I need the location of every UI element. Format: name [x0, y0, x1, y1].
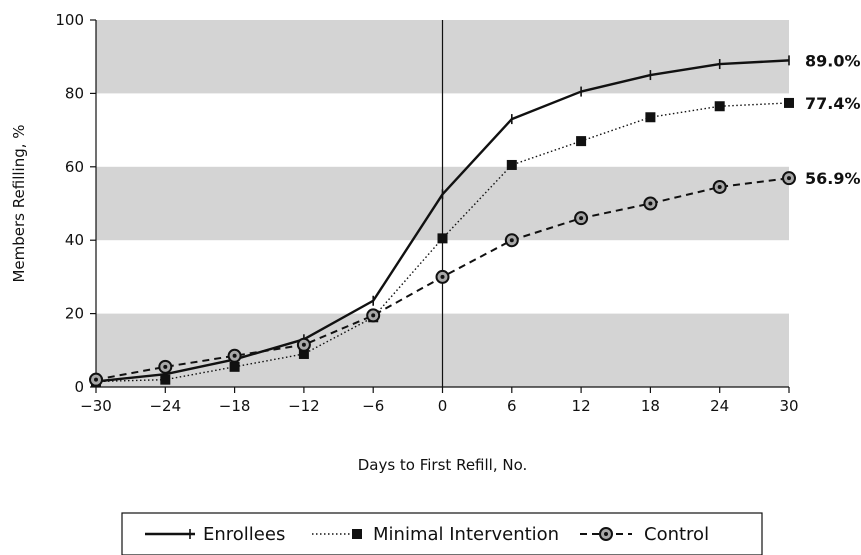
y-tick-label: 40	[65, 231, 84, 249]
data-point	[645, 112, 656, 123]
x-tick-label: 6	[507, 397, 517, 415]
legend-label: Control	[644, 524, 709, 545]
data-point	[576, 136, 587, 147]
x-tick-label: −24	[149, 397, 181, 415]
data-point-center	[232, 353, 237, 358]
x-tick-label: −12	[288, 397, 320, 415]
data-point-center	[579, 216, 584, 221]
x-tick-label: 30	[779, 397, 798, 415]
legend-marker-center	[604, 532, 608, 536]
legend-label: Enrollees	[203, 524, 285, 545]
data-point	[714, 101, 725, 112]
data-point-center	[301, 342, 306, 347]
data-point	[506, 159, 517, 170]
data-point	[229, 361, 240, 372]
x-axis-title: Days to First Refill, No.	[358, 456, 528, 474]
y-tick-label: 0	[74, 378, 84, 396]
x-tick-label: 12	[572, 397, 591, 415]
data-point-center	[509, 238, 514, 243]
end-label-2: 56.9%	[805, 169, 861, 188]
series-group	[89, 55, 796, 387]
y-tick-label: 20	[65, 305, 84, 323]
data-point-center	[787, 176, 791, 181]
legend: Enrollees Minimal Intervention Control	[121, 512, 763, 555]
data-point	[784, 97, 794, 108]
legend-marker	[352, 529, 362, 539]
data-point	[160, 374, 171, 385]
y-tick-label: 80	[65, 84, 84, 102]
data-point-center	[717, 184, 722, 189]
end-label-0: 89.0%	[805, 51, 861, 70]
data-point	[298, 348, 309, 359]
x-tick-label: 0	[438, 397, 448, 415]
data-point-center	[440, 274, 445, 279]
end-labels: 89.0% 77.4% 56.9%	[805, 51, 861, 188]
data-point-center	[648, 201, 653, 206]
legend-box	[121, 512, 763, 555]
x-tick-label: −18	[219, 397, 251, 415]
x-tick-label: −30	[80, 397, 112, 415]
y-tick-label: 60	[65, 158, 84, 176]
data-point-center	[371, 313, 376, 318]
x-tick-label: −6	[362, 397, 384, 415]
data-point	[437, 233, 448, 244]
y-tick-label: 100	[55, 11, 84, 29]
x-tick-label: 18	[641, 397, 660, 415]
series-control	[89, 171, 796, 387]
data-point-center	[94, 377, 98, 382]
legend-label: Minimal Intervention	[373, 524, 559, 545]
data-point-center	[163, 364, 168, 369]
end-label-1: 77.4%	[805, 94, 861, 113]
y-axis-title: Members Refilling, %	[10, 124, 28, 282]
x-tick-label: 24	[710, 397, 729, 415]
axes: 0 20 40 60 80 100 −30 −24 −18 −12 −6 0 6 12 18 24 30	[55, 11, 798, 415]
series-line	[95, 102, 790, 383]
